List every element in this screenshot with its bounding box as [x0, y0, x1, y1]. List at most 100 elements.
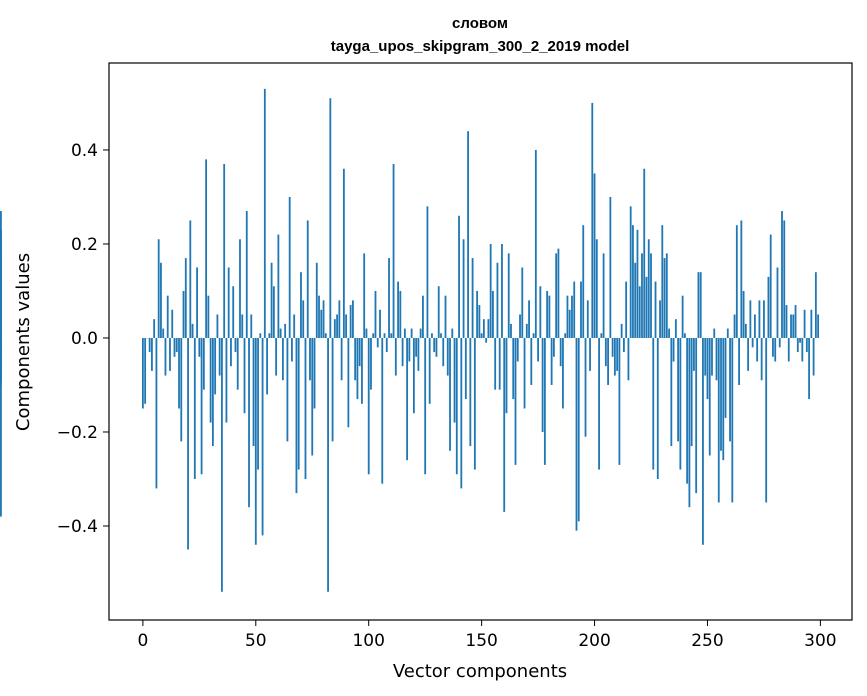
- bar-203: [600, 333, 603, 338]
- bar-27: [202, 337, 205, 390]
- bar-249: [704, 337, 707, 376]
- bar-222: [643, 168, 646, 338]
- bar-77: [315, 262, 318, 338]
- bar-205: [604, 337, 607, 367]
- bar-212: [620, 323, 623, 338]
- bar-4: [151, 337, 153, 371]
- bar-292: [801, 337, 804, 362]
- bar-202: [598, 337, 600, 470]
- bar-169: [523, 337, 526, 409]
- bar-321: [0, 337, 2, 517]
- bar-55: [266, 337, 268, 395]
- bar-215: [627, 337, 630, 381]
- bar-324: [0, 229, 2, 338]
- bar-295: [808, 337, 810, 400]
- bar-207: [609, 196, 612, 338]
- bar-5: [153, 319, 156, 338]
- bar-175: [537, 337, 539, 362]
- bar-158: [498, 337, 501, 390]
- bar-48: [250, 314, 253, 338]
- y-axis-label: Components values: [13, 253, 34, 431]
- bar-100: [367, 337, 370, 475]
- bar-13: [171, 309, 174, 338]
- bar-163: [510, 323, 512, 338]
- bar-144: [467, 131, 469, 338]
- bar-204: [602, 253, 605, 338]
- bar-90: [345, 314, 348, 338]
- bar-41: [234, 337, 237, 353]
- bar-33: [216, 314, 219, 338]
- bar-297: [812, 337, 815, 376]
- bar-80: [322, 300, 325, 338]
- bar-190: [571, 295, 573, 338]
- bar-114: [399, 290, 402, 338]
- bar-49: [252, 337, 255, 447]
- bar-210: [616, 337, 619, 371]
- bar-178: [543, 337, 546, 465]
- bar-122: [417, 337, 420, 371]
- bar-242: [688, 337, 691, 508]
- bar-7: [157, 239, 160, 338]
- bars-group: [0, 88, 820, 592]
- bar-50: [254, 337, 257, 545]
- bar-188: [566, 295, 569, 338]
- bar-211: [618, 337, 621, 465]
- bar-261: [731, 337, 734, 503]
- bar-92: [349, 305, 352, 338]
- bar-94: [354, 337, 357, 381]
- bar-221: [641, 253, 643, 338]
- bar-154: [489, 243, 492, 338]
- bar-274: [760, 337, 763, 381]
- bar-273: [758, 300, 761, 338]
- bar-157: [496, 262, 499, 338]
- bar-121: [415, 337, 418, 357]
- bar-142: [462, 239, 465, 338]
- bar-265: [740, 220, 743, 338]
- bar-294: [805, 337, 808, 353]
- bar-236: [674, 319, 677, 338]
- x-axis-ticks: 0 50 100 150 200 250 300: [137, 620, 837, 651]
- bar-285: [785, 305, 788, 338]
- bar-199: [591, 102, 594, 338]
- bar-271: [753, 314, 756, 338]
- y-tick-label: 0.2: [71, 235, 98, 255]
- bar-107: [383, 333, 386, 338]
- bar-83: [329, 98, 332, 338]
- bar-118: [408, 337, 411, 362]
- bar-54: [263, 88, 266, 338]
- bar-47: [248, 337, 250, 508]
- bar-252: [711, 337, 713, 376]
- bar-281: [776, 267, 779, 338]
- bar-197: [586, 300, 589, 338]
- bar-111: [392, 164, 395, 338]
- bar-82: [327, 337, 329, 592]
- bar-138: [453, 337, 456, 423]
- bar-293: [803, 309, 806, 338]
- bar-85: [333, 319, 336, 338]
- bar-164: [512, 337, 515, 400]
- bar-119: [410, 328, 413, 338]
- bar-75: [311, 337, 314, 456]
- bar-91: [347, 337, 350, 428]
- bar-12: [169, 337, 171, 371]
- y-tick-label: 0.4: [71, 141, 98, 161]
- bar-288: [792, 314, 795, 338]
- bar-116: [403, 328, 406, 338]
- bar-29: [207, 295, 210, 338]
- bar-283: [781, 211, 783, 338]
- bar-253: [713, 328, 716, 338]
- bar-181: [550, 337, 553, 385]
- bar-60: [277, 234, 280, 338]
- bar-240: [683, 333, 686, 338]
- bar-284: [783, 220, 786, 338]
- bar-213: [623, 337, 625, 353]
- bar-248: [702, 337, 704, 545]
- bar-18: [182, 290, 185, 338]
- bar-150: [480, 333, 483, 338]
- bar-56: [268, 333, 271, 338]
- bar-26: [200, 337, 203, 475]
- bar-98: [363, 253, 366, 338]
- bar-166: [516, 337, 519, 362]
- bar-63: [284, 323, 287, 338]
